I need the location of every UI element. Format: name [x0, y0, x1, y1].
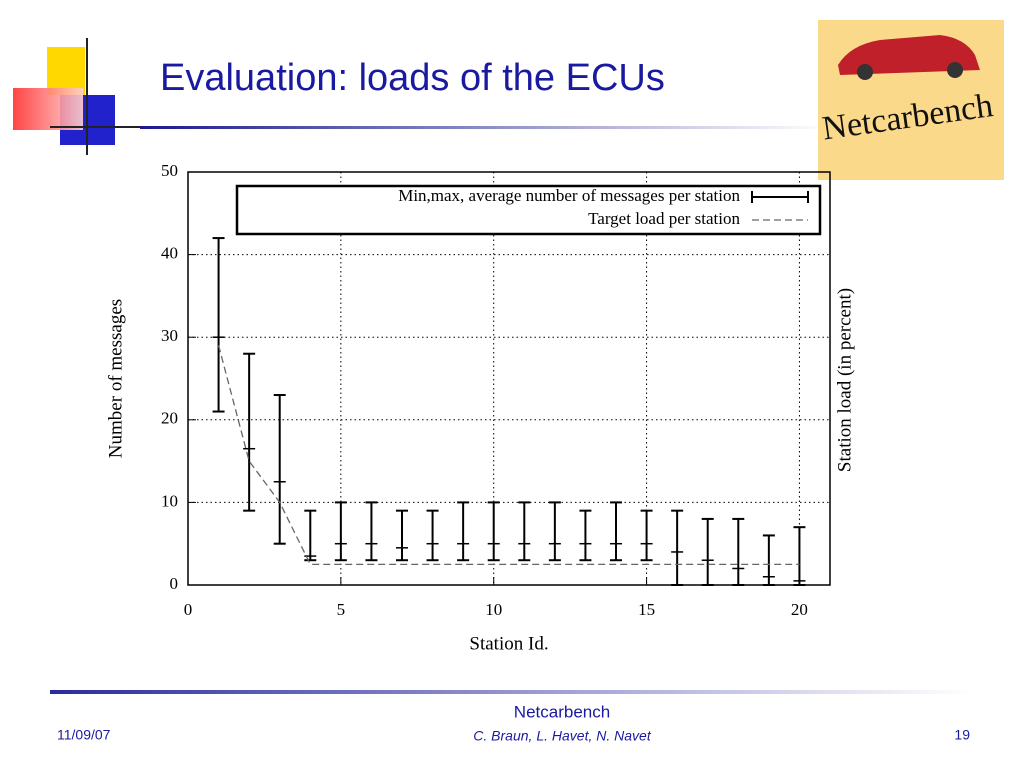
page-number: 19 [954, 727, 970, 743]
target-line [217, 345, 800, 565]
x-axis-label: Station Id. [469, 633, 548, 654]
slide-title: Evaluation: loads of the ECUs [160, 57, 665, 99]
plot-frame [187, 171, 831, 586]
legend-label: Min,max, average number of messages per … [398, 186, 740, 205]
logo: Netcarbench [818, 20, 1004, 180]
footer-authors: C. Braun, L. Havet, N. Navet [473, 728, 652, 744]
y2-axis-label: Station load (in percent) [834, 288, 855, 472]
legend-label: Target load per station [588, 209, 740, 228]
footer-date: 11/09/07 [57, 727, 111, 743]
y-axis-label: Number of messages [105, 299, 126, 458]
x-tick-label: 15 [638, 600, 655, 619]
y-tick-label: 40 [161, 244, 178, 263]
footer-title: Netcarbench [514, 702, 610, 721]
x-tick-label: 10 [485, 600, 502, 619]
x-tick-label: 20 [791, 600, 808, 619]
chart: 0 10 20 30 40 50 0 5 10 15 20 Station Id. Number of … [105, 161, 855, 654]
decoration [13, 38, 970, 694]
y-tick-label: 20 [161, 409, 178, 428]
y-tick-label: 0 [170, 574, 179, 593]
x-tick-label: 0 [184, 600, 193, 619]
y-tick-label: 50 [161, 161, 178, 180]
y-tick-label: 10 [161, 491, 178, 510]
legend-box [235, 184, 822, 236]
y-tick-label: 30 [161, 326, 178, 345]
x-tick-label: 5 [337, 600, 346, 619]
